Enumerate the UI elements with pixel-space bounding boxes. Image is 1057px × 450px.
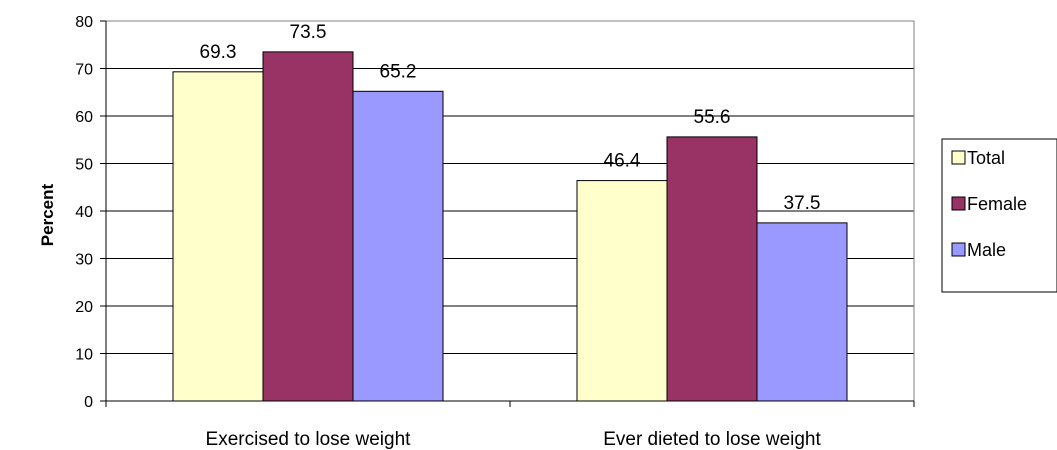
y-tick-label: 0 (84, 394, 93, 411)
x-category-label: Ever dieted to lose weight (603, 429, 821, 450)
y-tick-label: 10 (75, 347, 93, 364)
y-tick-label: 70 (75, 62, 93, 79)
data-label: 55.6 (694, 107, 731, 128)
data-labels: 69.3 73.5 65.2 46.4 55.6 37.5 (200, 22, 821, 214)
legend-swatch-total (951, 150, 966, 165)
bar-male-1 (352, 90, 444, 402)
axes (100, 20, 915, 407)
bar-total-1 (172, 71, 264, 402)
data-label: 46.4 (604, 151, 641, 172)
legend: Total Female Male (941, 138, 1057, 293)
data-label: 37.5 (784, 193, 821, 214)
bar-total-2 (576, 180, 668, 402)
legend-label-total: Total (967, 148, 1005, 168)
legend-label-female: Female (967, 194, 1027, 214)
data-label: 65.2 (380, 61, 417, 82)
y-axis-title: Percent (38, 183, 57, 246)
bar-female-1 (262, 51, 354, 402)
data-label: 73.5 (290, 22, 327, 43)
data-label: 69.3 (200, 42, 237, 63)
y-tick-label: 80 (75, 14, 93, 31)
y-tick-label: 60 (75, 109, 93, 126)
bar-male-2 (756, 222, 848, 402)
y-tick-label: 20 (75, 299, 93, 316)
legend-label-male: Male (967, 240, 1006, 260)
bars (172, 51, 848, 402)
legend-swatch-female (951, 196, 966, 211)
bar-female-2 (666, 136, 758, 402)
y-tick-label: 40 (75, 204, 93, 221)
y-tick-label: 50 (75, 157, 93, 174)
y-tick-label: 30 (75, 252, 93, 269)
x-category-labels: Exercised to lose weight Ever dieted to l… (206, 429, 822, 450)
y-tick-labels: 0 10 20 30 40 50 60 70 80 (75, 14, 93, 411)
x-category-label: Exercised to lose weight (206, 429, 412, 450)
legend-swatch-male (951, 242, 966, 257)
